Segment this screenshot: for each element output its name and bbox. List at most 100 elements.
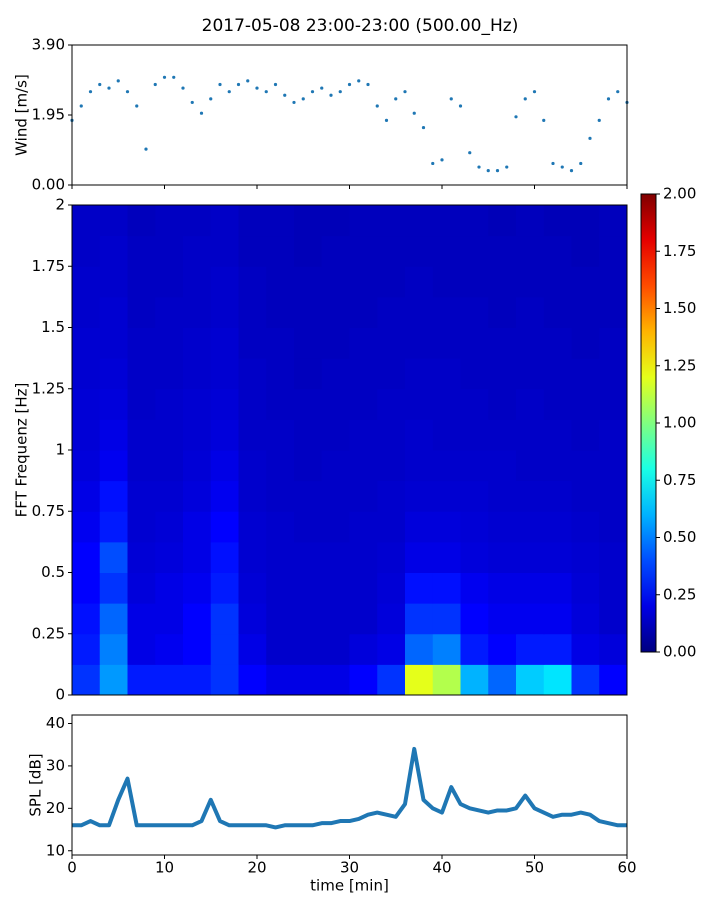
spectrogram-cell	[127, 480, 156, 512]
wind-point	[172, 75, 176, 79]
wind-point	[403, 90, 407, 94]
x-tick-label: 20	[247, 859, 266, 877]
spectrogram-cell	[183, 235, 212, 267]
spectrogram-cell	[183, 450, 212, 482]
spectrogram-cell	[349, 633, 378, 665]
spectrogram-cell	[155, 603, 184, 635]
figure-title: 2017-05-08 23:00-23:00 (500.00_Hz)	[202, 16, 519, 36]
wind-point	[560, 165, 564, 169]
spectrogram-cell	[405, 511, 434, 543]
spectrogram-cell	[516, 603, 545, 635]
spectrogram-cell	[377, 419, 406, 451]
spectrogram-cell	[183, 480, 212, 512]
spectrogram-cell	[99, 572, 128, 604]
spectrogram-cell	[127, 603, 156, 635]
spectrogram-cell	[599, 388, 628, 420]
wind-point	[375, 104, 379, 108]
spectrogram-cell	[238, 450, 267, 482]
wind-point	[505, 165, 509, 169]
wind-point	[551, 161, 555, 166]
spectrogram-cell	[432, 664, 461, 696]
wind-point	[394, 97, 398, 101]
spectrogram-cell	[571, 480, 600, 512]
spectrogram-cell	[460, 205, 489, 237]
colorbar-tick-label: 0.25	[663, 585, 696, 603]
spectrogram-cell	[183, 266, 212, 298]
spectrogram-cell	[349, 388, 378, 420]
wind-point	[98, 82, 102, 87]
spectrogram-cell	[294, 603, 323, 635]
spectrogram-cell	[599, 511, 628, 543]
spectrogram-cell	[72, 541, 101, 573]
spectrogram-cell	[210, 327, 239, 359]
spectrogram-cell	[99, 235, 128, 267]
y-tick-label: 1	[55, 441, 65, 459]
spectrogram-cell	[321, 296, 350, 328]
spectrogram-cell	[99, 633, 128, 665]
spectrogram-cell	[72, 266, 101, 298]
wind-point	[495, 169, 500, 173]
wind-point	[273, 82, 278, 87]
spectrogram-cell	[405, 541, 434, 573]
spectrogram-cell	[488, 358, 517, 390]
spectrogram-cell	[321, 205, 350, 237]
spectrogram-cell	[349, 480, 378, 512]
spectrogram-cell	[516, 205, 545, 237]
spectrogram-cell	[321, 388, 350, 420]
spectrogram-cell	[349, 235, 378, 267]
y-tick-label: 0	[55, 686, 65, 704]
spectrogram-cell	[294, 419, 323, 451]
spectrogram-cell	[571, 603, 600, 635]
y-tick-label: 10	[46, 841, 65, 859]
y-tick-label: 0.5	[41, 563, 65, 581]
spectrogram-cell	[543, 205, 572, 237]
spectrogram-cell	[543, 266, 572, 298]
spectrogram-cell	[377, 633, 406, 665]
y-tick-label: 0.00	[32, 176, 65, 194]
colorbar-tick-label: 0.75	[663, 471, 696, 489]
spectrogram-cell	[543, 572, 572, 604]
spectrogram-cell	[405, 358, 434, 390]
spectrogram-cell	[405, 235, 434, 267]
spectrogram-cell	[321, 419, 350, 451]
wind-point	[329, 93, 333, 97]
spectrogram-cell	[127, 541, 156, 573]
spectrogram-cell	[405, 633, 434, 665]
spectrogram-cell	[155, 541, 184, 573]
spectrogram-cell	[99, 205, 128, 237]
spectrogram-cell	[210, 603, 239, 635]
spectrogram-cell	[99, 419, 128, 451]
spectrogram-cell	[294, 388, 323, 420]
spectrogram-cell	[599, 327, 628, 359]
spectrogram-cell	[238, 266, 267, 298]
spectrogram-cell	[266, 633, 295, 665]
spectrogram-cell	[377, 205, 406, 237]
spectrogram-cell	[571, 511, 600, 543]
wind-point	[209, 97, 213, 101]
spectrogram-cell	[238, 419, 267, 451]
axes-frame	[71, 44, 628, 186]
spectrogram-cell	[377, 296, 406, 328]
x-tick-label: 10	[155, 859, 174, 877]
spectrogram-cell	[432, 205, 461, 237]
spectrogram-cell	[599, 235, 628, 267]
spectrogram-cell	[155, 296, 184, 328]
spectrogram-cell	[210, 541, 239, 573]
spectrogram-cell	[183, 296, 212, 328]
spectrogram-cell	[266, 511, 295, 543]
spectrogram-cell	[321, 633, 350, 665]
wind-point	[486, 169, 490, 173]
spectrogram-cell	[543, 511, 572, 543]
spectrogram-cell	[516, 572, 545, 604]
spectrogram-cell	[349, 664, 378, 696]
spectrogram-cell	[183, 541, 212, 573]
wind-point	[384, 118, 389, 122]
spectrogram-cell	[543, 419, 572, 451]
spectrogram-cell	[266, 480, 295, 512]
spectrogram-cell	[599, 296, 628, 328]
spectrogram-cell	[127, 664, 156, 696]
spectrogram-cell	[155, 450, 184, 482]
wind-point	[514, 115, 518, 119]
spectrogram-cell	[127, 266, 156, 298]
spectrogram-cell	[460, 296, 489, 328]
